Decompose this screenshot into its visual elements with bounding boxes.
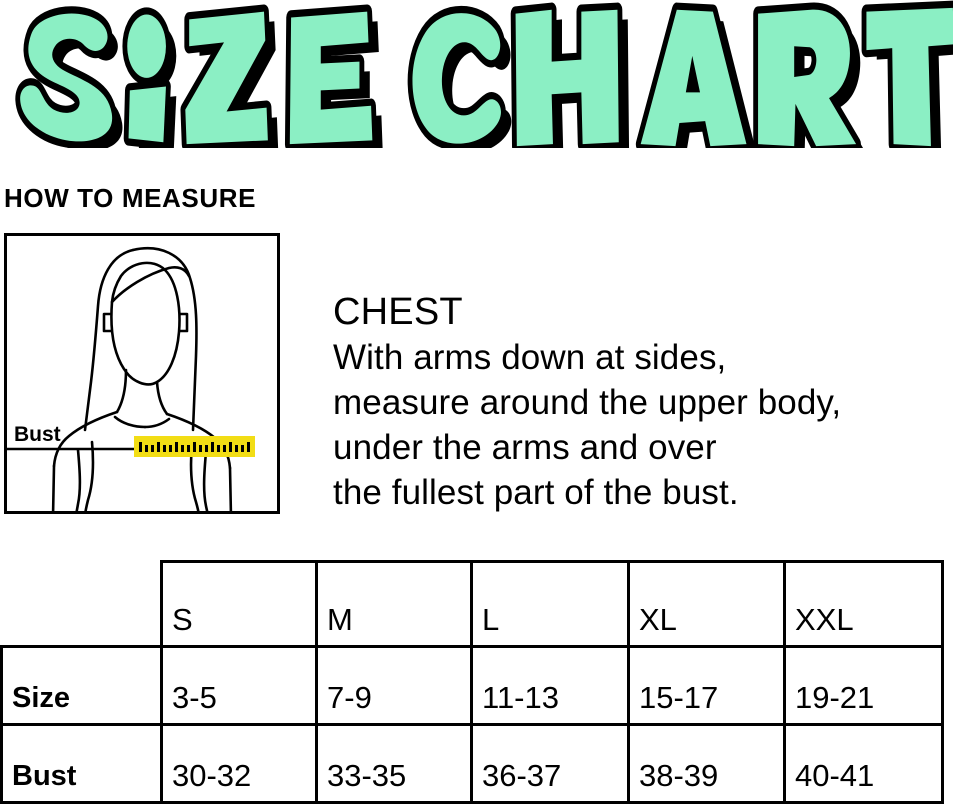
- chest-line-1: With arms down at sides,: [333, 338, 727, 377]
- bust-measurement-label: Bust: [14, 423, 61, 446]
- chest-line-2: measure around the upper body,: [333, 383, 842, 422]
- page-title: [0, 0, 953, 148]
- chest-line-4: the fullest part of the bust.: [333, 473, 739, 512]
- cell-bust-m: 33-35: [315, 723, 473, 804]
- row-label-bust: Bust: [0, 723, 163, 804]
- cell-size-m: 7-9: [315, 645, 473, 726]
- table-header-row: S M L XL XXL: [2, 560, 944, 648]
- column-header-s: S: [160, 560, 318, 648]
- chest-description: CHEST With arms down at sides, measure a…: [333, 290, 953, 515]
- cell-bust-s: 30-32: [160, 723, 318, 804]
- cell-size-xl: 15-17: [627, 645, 786, 726]
- chest-line-3: under the arms and over: [333, 428, 717, 467]
- cell-size-l: 11-13: [470, 645, 630, 726]
- cell-size-s: 3-5: [160, 645, 318, 726]
- table-row: Size 3-5 7-9 11-13 15-17 19-21: [0, 645, 944, 726]
- column-header-xxl: XXL: [783, 560, 944, 648]
- cell-bust-l: 36-37: [470, 723, 630, 804]
- size-table: S M L XL XXL Size 3-5 7-9 11-13 15-17 19…: [0, 560, 944, 804]
- chest-heading: CHEST: [333, 291, 463, 333]
- table-row: Bust 30-32 33-35 36-37 38-39 40-41: [0, 723, 944, 804]
- cell-bust-xxl: 40-41: [783, 723, 944, 804]
- how-to-measure-heading: HOW TO MEASURE: [4, 183, 257, 213]
- table-corner-cell: [2, 562, 162, 647]
- cell-size-xxl: 19-21: [783, 645, 944, 726]
- female-figure-icon: [7, 247, 255, 511]
- column-header-m: M: [315, 560, 473, 648]
- measuring-tape-icon: [134, 436, 255, 457]
- measurement-illustration: [4, 233, 280, 514]
- column-header-l: L: [470, 560, 630, 648]
- cell-bust-xl: 38-39: [627, 723, 786, 804]
- size-table-container: S M L XL XXL Size 3-5 7-9 11-13 15-17 19…: [0, 560, 953, 804]
- row-label-size: Size: [0, 645, 163, 726]
- column-header-xl: XL: [627, 560, 786, 648]
- size-chart-title-graphic: [0, 0, 953, 148]
